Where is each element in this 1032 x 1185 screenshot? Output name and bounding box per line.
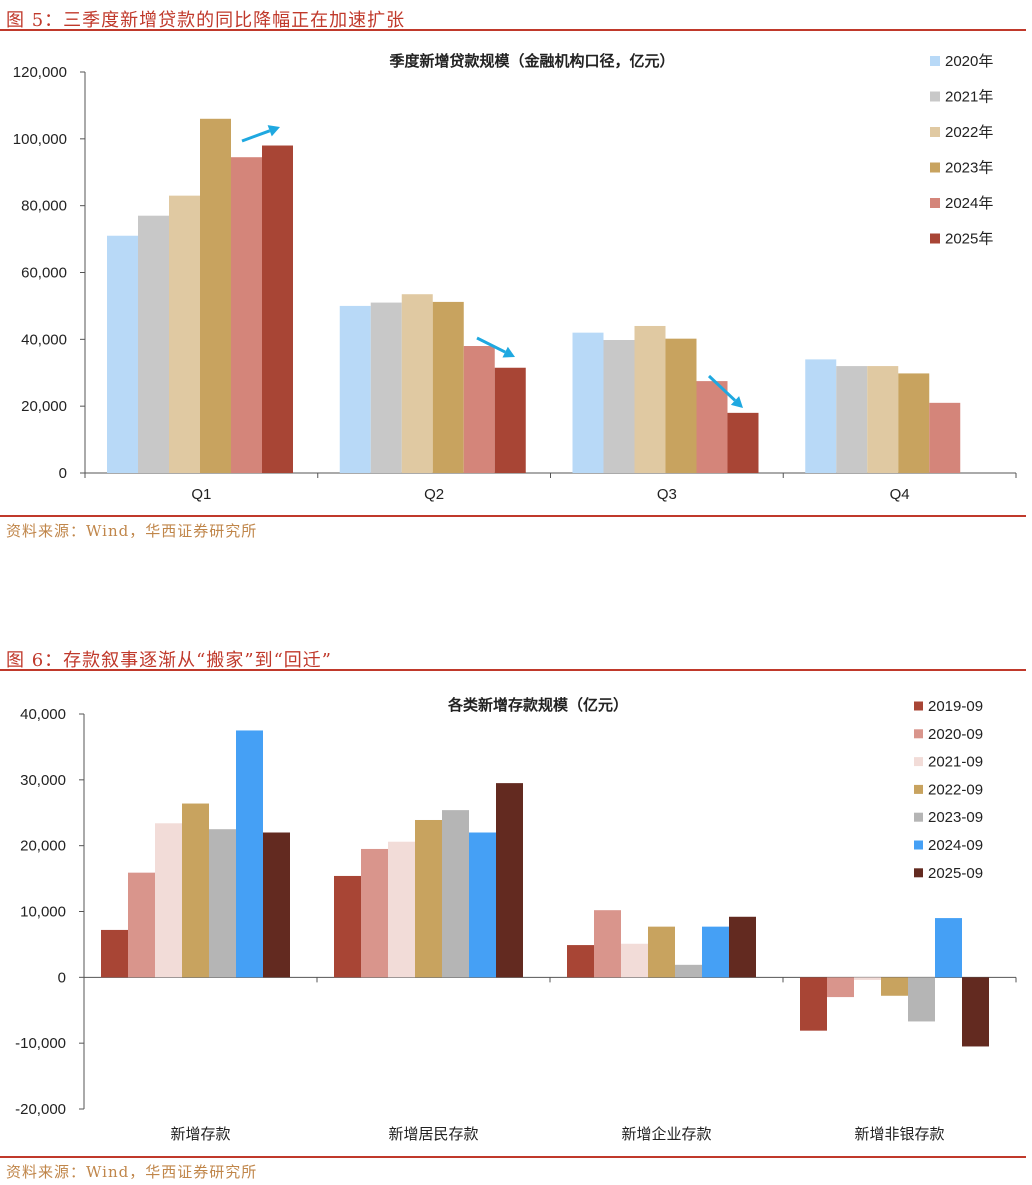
bar	[729, 917, 756, 978]
bar	[881, 977, 908, 995]
y-tick-label: -20,000	[15, 1101, 66, 1118]
legend-label: 2024-09	[928, 837, 983, 854]
bar	[155, 823, 182, 977]
bar	[854, 977, 881, 980]
legend-swatch	[914, 729, 923, 738]
y-tick-label: 10,000	[20, 904, 66, 921]
legend-label: 2025-09	[928, 865, 983, 882]
bar	[621, 944, 648, 978]
x-category-label: 新增居民存款	[388, 1126, 478, 1143]
bar	[101, 930, 128, 977]
legend-swatch	[914, 702, 923, 711]
bar	[236, 730, 263, 977]
bar	[388, 842, 415, 978]
bar	[962, 977, 989, 1046]
x-category-label: 新增非银存款	[854, 1126, 944, 1143]
bar	[128, 873, 155, 978]
bar	[935, 918, 962, 977]
legend-swatch	[914, 841, 923, 850]
y-tick-label: 20,000	[20, 838, 66, 855]
y-tick-label: 30,000	[20, 772, 66, 789]
bar	[567, 945, 594, 977]
x-category-label: 新增存款	[170, 1126, 230, 1143]
legend-label: 2020-09	[928, 726, 983, 743]
legend-swatch	[914, 813, 923, 822]
y-tick-label: -10,000	[15, 1035, 66, 1052]
bar	[675, 965, 702, 978]
bar	[334, 876, 361, 977]
bar	[263, 833, 290, 978]
legend-swatch	[914, 757, 923, 766]
y-tick-label: 0	[58, 969, 66, 986]
legend-label: 2022-09	[928, 781, 983, 798]
legend-swatch	[914, 868, 923, 877]
x-category-label: 新增企业存款	[621, 1125, 711, 1143]
bar	[469, 833, 496, 978]
legend-label: 2019-09	[928, 698, 983, 715]
y-tick-label: 40,000	[20, 706, 66, 723]
bar	[827, 977, 854, 997]
bar	[702, 927, 729, 978]
bar	[182, 804, 209, 978]
legend-label: 2023-09	[928, 809, 983, 826]
legend-label: 2021-09	[928, 754, 983, 771]
bar	[648, 927, 675, 978]
figure-6-source: 资料来源：Wind，华西证券研究所	[6, 1161, 257, 1182]
bar	[908, 977, 935, 1021]
bar	[594, 910, 621, 977]
bar	[800, 977, 827, 1030]
bar	[496, 783, 523, 977]
legend-swatch	[914, 785, 923, 794]
bar	[209, 829, 236, 977]
deposits-chart: 各类新增存款规模（亿元） -20,000 -10,000 0 10,000 20,000 3…	[0, 0, 1032, 1160]
chart-title: 各类新增存款规模（亿元）	[447, 696, 628, 714]
bar	[415, 820, 442, 977]
bar	[442, 810, 469, 977]
figure-6-bottom-rule	[0, 1156, 1026, 1158]
bar	[361, 849, 388, 977]
